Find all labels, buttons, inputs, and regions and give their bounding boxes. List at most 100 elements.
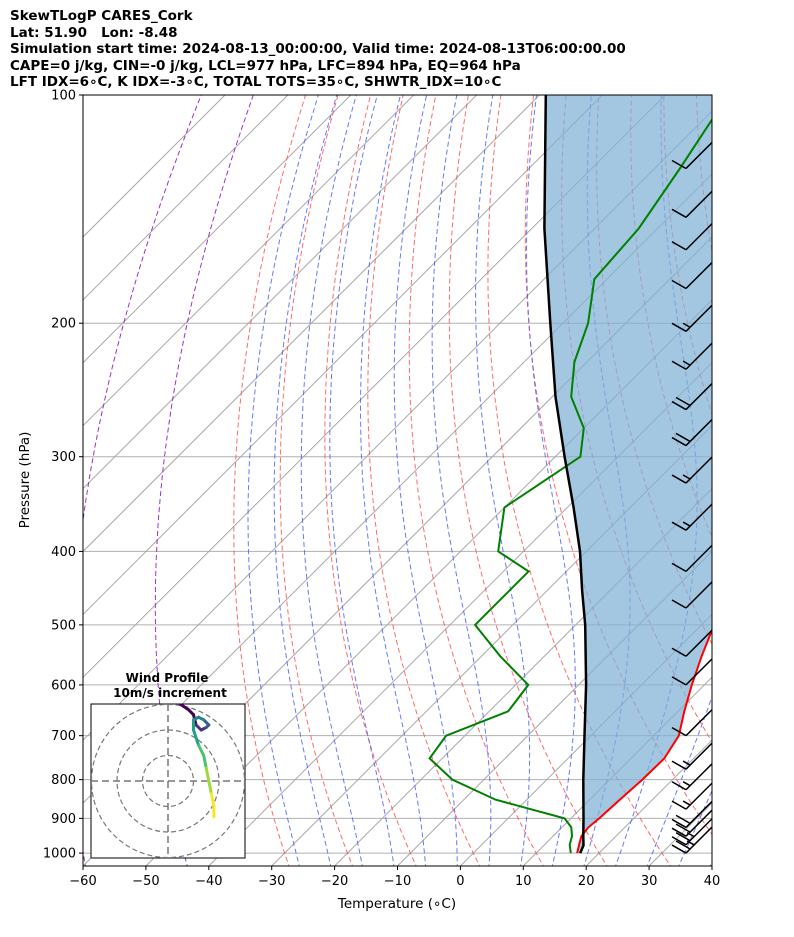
dry-adiabat	[324, 95, 417, 866]
y-axis-ticks: 100 200 300 400 500 600 700 800 900 1000	[43, 89, 83, 862]
x-tick-label: −10	[384, 874, 411, 889]
x-tick-label: −50	[132, 874, 159, 889]
moist-adiabat	[678, 789, 712, 866]
dry-adiabat	[762, 95, 794, 869]
title-line-times: Simulation start time: 2024-08-13_00:00:…	[10, 41, 626, 57]
y-tick-label: 100	[51, 89, 76, 104]
wind-barb	[671, 261, 712, 290]
wind-barb	[671, 544, 712, 573]
moist-adiabat	[393, 95, 458, 866]
hodograph-segment	[179, 704, 190, 712]
hodograph-inset: Wind Profile 10m/s increment	[90, 671, 246, 859]
moist-adiabat	[273, 95, 338, 866]
chart-header: SkewTLogP CARES_Cork Lat: 51.90 Lon: -8.4…	[10, 8, 626, 91]
isotherm-line	[145, 299, 712, 866]
mixing-ratio-line	[83, 95, 202, 866]
dry-adiabat	[524, 95, 712, 836]
wind-barb	[671, 742, 712, 770]
isotherm-line	[83, 95, 477, 490]
moist-adiabat	[525, 95, 576, 866]
y-tick-label: 500	[51, 618, 76, 633]
x-tick-label: −30	[258, 874, 285, 889]
hodograph-segment	[202, 754, 208, 770]
title-line-location: Lat: 51.90 Lon: -8.48	[10, 24, 178, 41]
wind-barb	[671, 222, 712, 251]
dry-adiabat	[448, 95, 608, 866]
wind-barb	[671, 826, 712, 854]
dry-adiabat	[408, 95, 544, 866]
isotherm-line	[775, 95, 794, 866]
x-tick-label: 10	[515, 874, 532, 889]
moist-adiabat	[300, 95, 363, 866]
dry-adiabat	[279, 95, 354, 866]
y-tick-label: 600	[51, 678, 76, 693]
wind-barb	[671, 708, 712, 737]
isotherm-line	[83, 95, 540, 553]
wind-barb	[671, 782, 712, 810]
wind-barb	[671, 503, 712, 531]
x-tick-label: 30	[641, 874, 658, 889]
x-tick-label: −20	[321, 874, 348, 889]
x-tick-label: 0	[456, 874, 464, 889]
moist-adiabat	[709, 861, 712, 866]
wind-barb	[671, 629, 712, 657]
wind-barb	[671, 342, 712, 370]
dry-adiabat	[233, 95, 306, 866]
y-tick-label: 200	[51, 317, 76, 332]
y-tick-label: 800	[51, 773, 76, 788]
y-tick-label: 1000	[43, 847, 76, 862]
y-tick-label: 400	[51, 545, 76, 560]
mixing-ratio-lines	[83, 95, 254, 866]
mixing-ratio-line	[154, 95, 254, 866]
wind-barb	[671, 141, 712, 170]
x-tick-label: 20	[578, 874, 595, 889]
isotherm-line	[83, 95, 226, 238]
x-tick-label: 40	[704, 874, 721, 889]
hodograph-segment	[192, 728, 201, 747]
dry-adiabat	[729, 95, 794, 869]
y-tick-label: 300	[51, 450, 76, 465]
hodograph-segment	[204, 766, 211, 783]
wind-barb	[671, 382, 712, 411]
wind-barb	[671, 455, 712, 484]
isotherm-line	[83, 95, 666, 679]
moist-adiabat	[475, 95, 531, 866]
parcel-profile	[543, 95, 588, 854]
wind-barb	[671, 304, 712, 332]
isotherm-line	[83, 95, 415, 427]
sounding-profiles	[428, 95, 712, 854]
title-line-indices: LFT IDX=6∘C, K IDX=-3∘C, TOTAL TOTS=35∘C…	[10, 74, 502, 90]
wind-barb	[671, 190, 712, 218]
hodograph-segment	[197, 743, 206, 757]
x-axis-label: Temperature (∘C)	[337, 896, 456, 912]
title-line-station: SkewTLogP CARES_Cork	[10, 8, 193, 24]
wind-barb	[671, 580, 712, 609]
moist-adiabat	[431, 95, 492, 866]
isotherm-line	[83, 95, 352, 364]
hodograph-ring	[91, 704, 245, 858]
hodograph-title: Wind Profile	[126, 671, 209, 685]
y-axis-label: Pressure (hPa)	[17, 432, 33, 529]
isotherm-line	[711, 865, 712, 866]
title-line-cape: CAPE=0 j/kg, CIN=-0 j/kg, LCL=977 hPa, L…	[10, 57, 521, 74]
y-tick-label: 700	[51, 729, 76, 744]
x-tick-label: −40	[195, 874, 222, 889]
isotherm-line	[83, 95, 289, 301]
moist-adiabat	[646, 695, 712, 866]
hodograph-segment	[207, 779, 213, 796]
wind-barb	[671, 657, 712, 686]
hodograph-segment	[209, 792, 216, 808]
dry-adiabat-lines	[233, 95, 794, 869]
wind-barb	[671, 809, 712, 837]
isotherm-line	[334, 487, 712, 866]
dry-adiabat	[367, 95, 481, 866]
isotherm-line	[397, 550, 712, 866]
wind-barb	[671, 762, 712, 791]
y-tick-label: 900	[51, 812, 76, 827]
hodograph-subtitle: 10m/s increment	[113, 686, 227, 700]
dewpoint-profile	[428, 117, 712, 854]
x-tick-label: −60	[69, 874, 96, 889]
wind-barbs	[671, 141, 712, 854]
temperature-profile	[576, 627, 712, 854]
